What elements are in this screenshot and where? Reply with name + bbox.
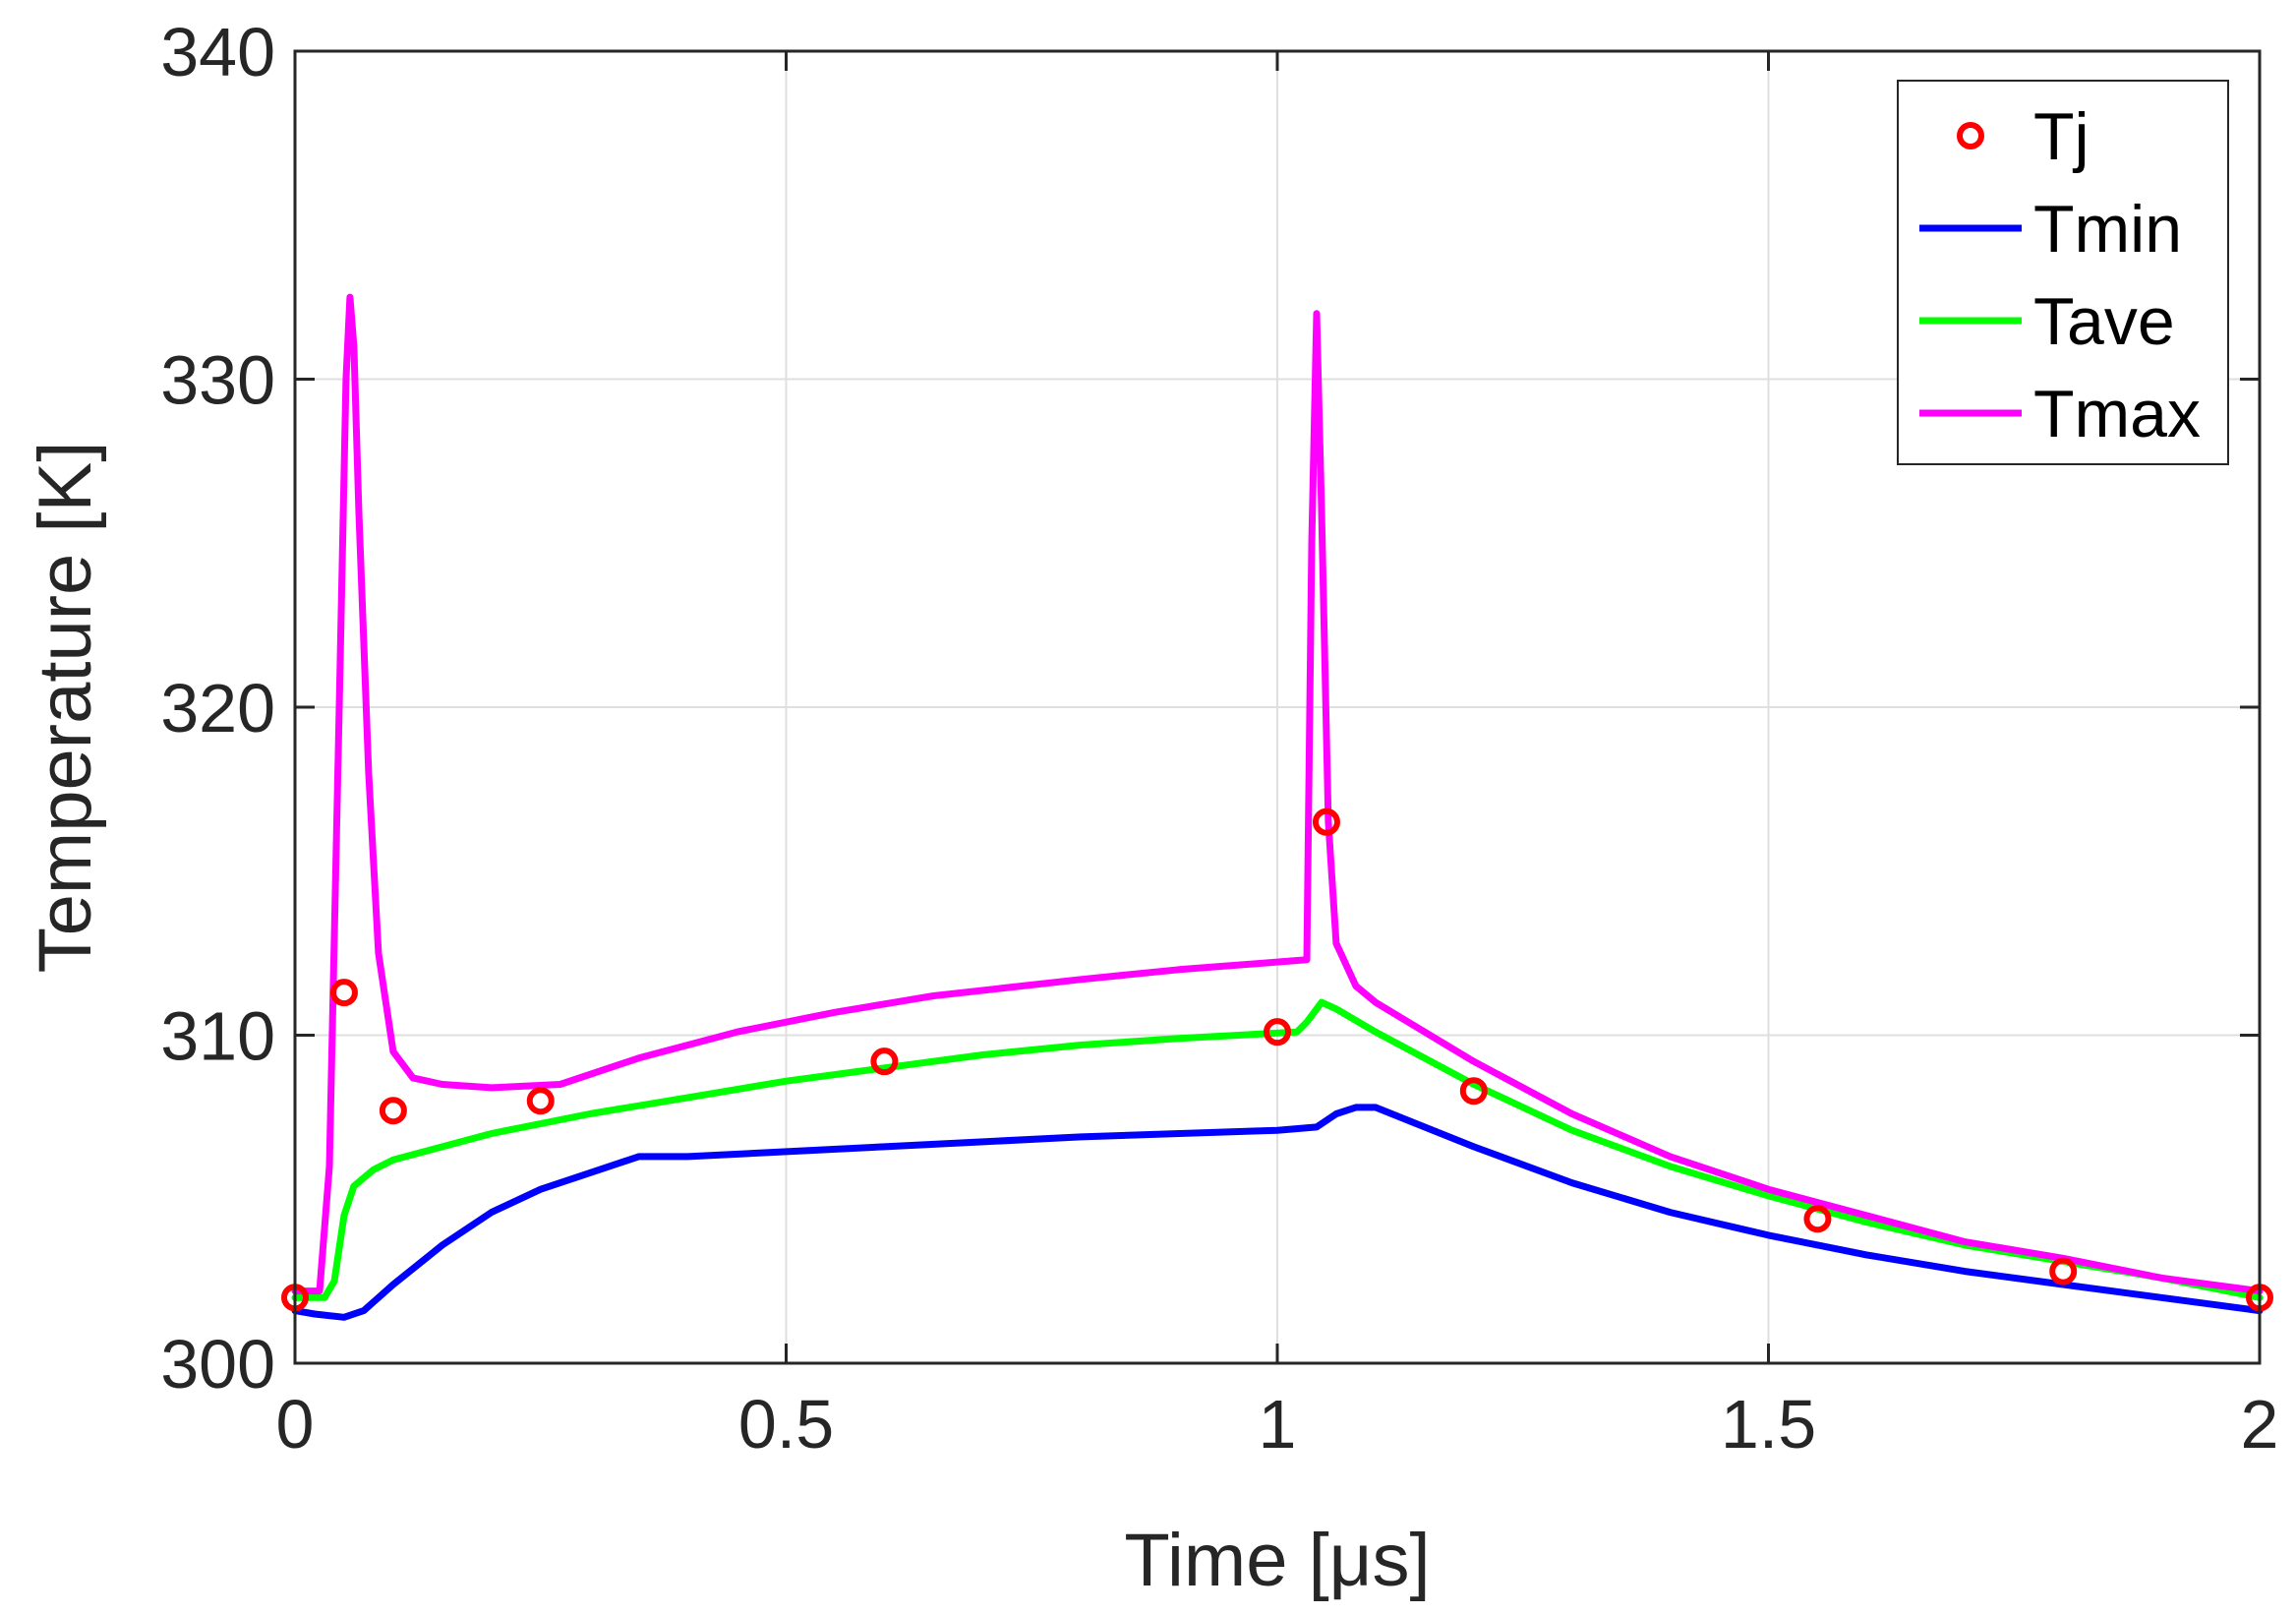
data-point-tj (1312, 808, 1340, 836)
y-tick-label: 340 (160, 14, 275, 90)
data-point-tj (1459, 1077, 1488, 1106)
series-line-tmin (291, 1104, 2264, 1321)
data-point-tj (329, 979, 358, 1007)
legend-label: Tave (2033, 284, 2175, 359)
data-point-tj (1264, 1018, 1291, 1047)
x-tick-label: 0 (276, 1386, 315, 1463)
x-axis-label-text: Time [μs] (1124, 1519, 1430, 1602)
plot-area-border (293, 49, 2262, 1365)
series-line-tmax (291, 293, 2264, 1295)
y-tick-label: 300 (160, 1326, 275, 1403)
x-tick-label: 1 (1259, 1386, 1297, 1463)
data-point-tj (870, 1047, 899, 1076)
data-point-tj (379, 1097, 407, 1125)
legend-marker (1957, 122, 1984, 150)
series-layer (281, 293, 2273, 1321)
data-point-tj (526, 1087, 555, 1115)
x-tick-label: 2 (2241, 1386, 2279, 1463)
legend-label: Tj (2033, 99, 2090, 174)
data-point-tj (2049, 1257, 2078, 1286)
series-line-tave (291, 998, 2264, 1301)
legend-entry-tmax: Tmax (1919, 377, 2201, 451)
tick-labels: 0 0.5 1 1.5 2 300 310 320 330 340 (160, 14, 2278, 1463)
data-point-tj (1803, 1205, 1832, 1233)
legend-box (1897, 80, 2229, 465)
x-tick-label: 0.5 (738, 1386, 834, 1463)
legend: Tj Tmin Tave Tmax (1897, 80, 2229, 465)
legend-label: Tmin (2033, 192, 2182, 267)
y-axis-label: Temperature [K] (24, 442, 107, 974)
y-tick-label: 320 (160, 670, 275, 747)
legend-entry-tmin: Tmin (1919, 192, 2182, 267)
x-axis-label: Time [μs] (1124, 1519, 1430, 1602)
y-tick-label: 310 (160, 998, 275, 1075)
legend-entry-tj: Tj (1957, 99, 2090, 174)
x-tick-label: 1.5 (1721, 1386, 1816, 1463)
legend-label: Tmax (2033, 377, 2201, 451)
y-axis-label-text: Temperature [K] (24, 442, 107, 974)
y-tick-label: 330 (160, 342, 275, 419)
legend-entry-tave: Tave (1919, 284, 2175, 359)
